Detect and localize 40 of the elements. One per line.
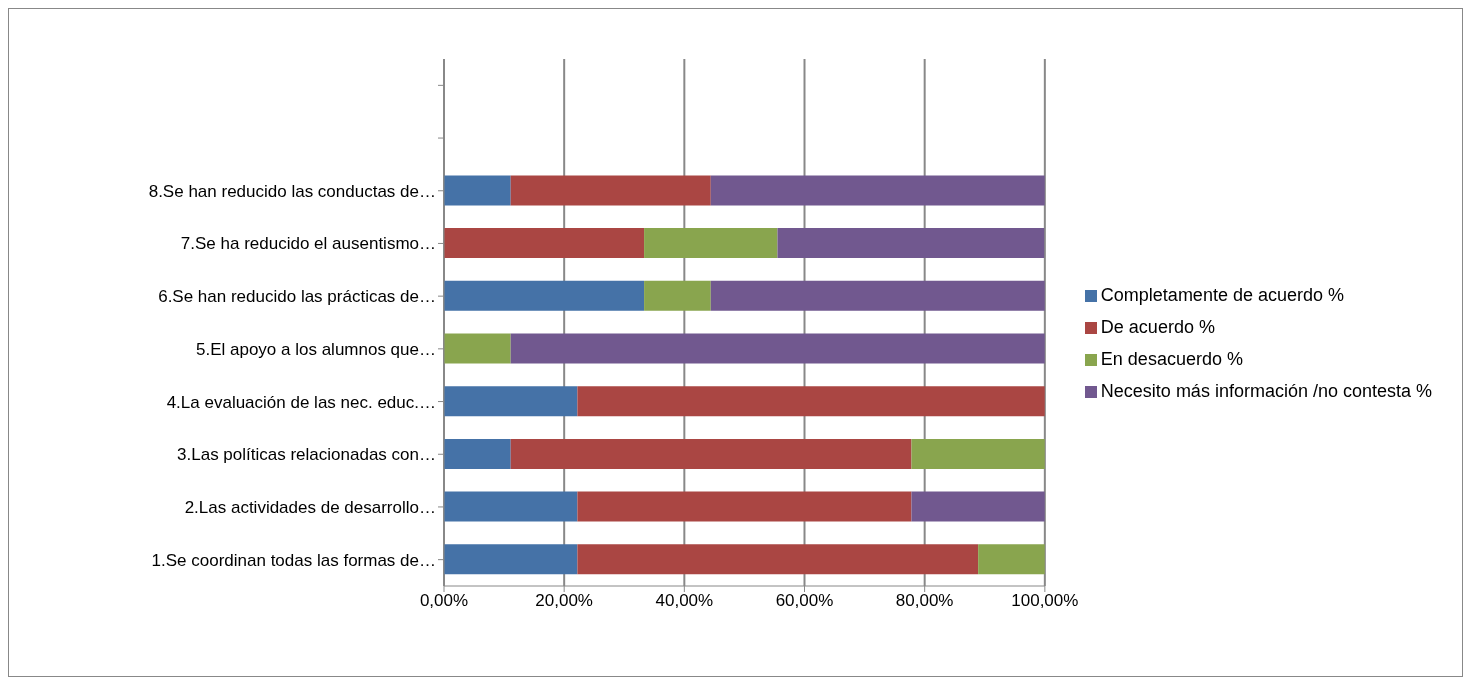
y-tick-label: 4.La evaluación de las nec. educ.…: [166, 392, 436, 412]
bar: [710, 280, 1045, 311]
bar: [444, 544, 578, 575]
bar: [911, 438, 1045, 469]
bar: [510, 438, 912, 469]
legend-label: Completamente de acuerdo %: [1100, 284, 1344, 305]
bar: [644, 228, 778, 259]
bar: [911, 491, 1045, 522]
x-tick-label: 100,00%: [1011, 591, 1079, 611]
bar: [444, 175, 511, 206]
bar: [444, 386, 578, 417]
y-tick-label: 3.Las políticas relacionadas con…: [177, 445, 436, 465]
bar: [510, 333, 1045, 364]
bar: [644, 280, 711, 311]
bar: [577, 544, 979, 575]
y-tick-label: 8.Se han reducido las conductas de…: [148, 181, 436, 201]
y-tick-label: 6.Se han reducido las prácticas de…: [158, 287, 436, 307]
y-tick-label: 1.Se coordinan todas las formas de…: [151, 550, 436, 570]
x-tick-label: 20,00%: [535, 591, 593, 611]
legend-label: Necesito más información /no contesta %: [1100, 380, 1432, 401]
bar: [510, 175, 711, 206]
bar: [444, 491, 578, 522]
bar: [978, 544, 1045, 575]
bar: [710, 175, 1045, 206]
x-tick-label: 80,00%: [895, 591, 954, 611]
bar: [444, 438, 511, 469]
y-tick-label: 5.El apoyo a los alumnos que…: [195, 339, 436, 359]
bar: [444, 228, 645, 259]
legend-label: En desacuerdo %: [1100, 348, 1243, 369]
bar: [577, 491, 912, 522]
bar: [777, 228, 1045, 259]
bar: [444, 280, 645, 311]
bar: [577, 386, 1045, 417]
bar: [444, 333, 511, 364]
y-tick-label: 7.Se ha reducido el ausentismo…: [180, 234, 436, 254]
x-tick-label: 0,00%: [419, 591, 469, 611]
x-tick-label: 60,00%: [775, 591, 834, 611]
y-tick-label: 2.Las actividades de desarrollo…: [184, 497, 436, 517]
x-tick-label: 40,00%: [655, 591, 714, 611]
legend-label: De acuerdo %: [1100, 316, 1215, 337]
